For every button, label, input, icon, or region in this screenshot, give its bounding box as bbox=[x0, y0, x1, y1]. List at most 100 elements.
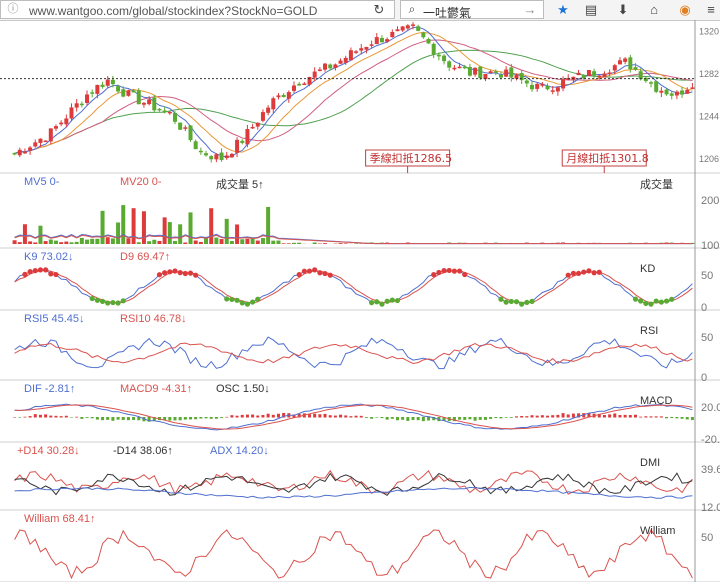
candle-body bbox=[576, 72, 581, 76]
volume-bar bbox=[193, 240, 198, 244]
osc-bar bbox=[416, 417, 420, 421]
search-text[interactable]: 一吐鬱氣 bbox=[423, 6, 472, 20]
candle-body bbox=[245, 129, 250, 145]
osc-bar bbox=[344, 415, 348, 418]
search-go-icon[interactable]: → bbox=[523, 2, 537, 17]
candle-body bbox=[152, 97, 157, 111]
candle-body bbox=[457, 66, 462, 69]
osc-bar bbox=[23, 416, 27, 418]
volume-bar bbox=[100, 210, 105, 244]
candle-body bbox=[535, 83, 540, 89]
osc-bar bbox=[333, 415, 337, 418]
macd-tick-1: -20.00 bbox=[701, 434, 720, 446]
kd-oversold-dot bbox=[508, 298, 514, 305]
osc-bar bbox=[401, 417, 405, 420]
volume-bar bbox=[74, 241, 79, 244]
macd-legend-0: DIF -2.81↑ bbox=[24, 383, 76, 395]
osc-bar bbox=[147, 417, 151, 422]
kd-oversold-dot bbox=[374, 299, 380, 305]
william-legend-0: William 68.41↑ bbox=[24, 513, 96, 525]
download-icon[interactable]: ⬇ bbox=[617, 2, 629, 17]
candle-body bbox=[354, 51, 359, 53]
candle-body bbox=[116, 86, 121, 92]
reload-icon[interactable]: ↻ bbox=[373, 2, 385, 17]
volume-bar bbox=[250, 237, 255, 244]
osc-bar bbox=[126, 417, 130, 421]
price-tick-label: 1244 bbox=[699, 111, 719, 121]
kd-oversold-dot bbox=[250, 299, 256, 305]
osc-bar bbox=[204, 417, 208, 419]
candle-body bbox=[514, 74, 519, 79]
osc-bar bbox=[38, 414, 42, 418]
stock-chart[interactable]: 1320 1282 1244 1206 季線扣抵1286.5 月線扣抵1301.8 bbox=[0, 20, 720, 582]
osc-bar bbox=[478, 417, 482, 420]
rsi-tick-0: 50 bbox=[701, 332, 714, 344]
kd-overbought-dot bbox=[322, 270, 328, 277]
candle-body bbox=[348, 50, 353, 61]
kd-overbought-dot bbox=[462, 271, 468, 278]
kd-overbought-dot bbox=[167, 269, 173, 275]
osc-bar bbox=[587, 413, 591, 418]
osc-bar bbox=[442, 417, 446, 421]
candle-body bbox=[664, 89, 669, 95]
candle-body bbox=[28, 147, 33, 151]
volume-bar bbox=[281, 243, 286, 244]
candle-body bbox=[374, 37, 379, 45]
candle-body bbox=[343, 57, 348, 63]
osc-bar bbox=[540, 415, 544, 418]
kd-oversold-dot bbox=[99, 298, 106, 304]
candle-body bbox=[204, 153, 209, 156]
osc-bar bbox=[406, 417, 410, 421]
candle-body bbox=[674, 91, 679, 96]
kd-overbought-dot bbox=[182, 270, 188, 277]
candle-body bbox=[100, 84, 105, 87]
candle-body bbox=[85, 94, 90, 103]
kd-overbought-dot bbox=[43, 267, 49, 273]
page-info-icon[interactable]: ⓘ bbox=[7, 3, 19, 15]
macd9-line bbox=[14, 404, 693, 430]
menu-icon[interactable]: ≡ bbox=[707, 2, 715, 17]
candle-body bbox=[198, 150, 203, 153]
candle-body bbox=[291, 85, 296, 91]
kd-legend-1: D9 69.47↑ bbox=[120, 251, 171, 263]
volume-bar bbox=[69, 242, 74, 244]
osc-bar bbox=[245, 414, 249, 418]
rsi-tick-1: 0 bbox=[701, 372, 708, 384]
volume-bar bbox=[188, 212, 193, 244]
kd-overbought-dot bbox=[37, 267, 44, 273]
osc-bar bbox=[654, 416, 658, 418]
extension-icon[interactable]: ◉ bbox=[679, 2, 691, 17]
candle-body bbox=[416, 26, 421, 31]
volume-bar bbox=[48, 239, 53, 244]
candle-body bbox=[504, 69, 509, 77]
candle-body bbox=[260, 112, 265, 121]
reading-list-icon[interactable]: ▤ bbox=[584, 2, 598, 17]
volume-bar bbox=[183, 242, 188, 244]
kd-oversold-dot bbox=[379, 301, 385, 307]
volume-bar bbox=[90, 238, 95, 244]
osc-bar bbox=[256, 415, 260, 418]
osc-bar bbox=[473, 417, 477, 421]
address-bar[interactable]: ⓘ www.wantgoo.com/global/stockindex?Stoc… bbox=[0, 0, 395, 19]
volume-bar bbox=[271, 240, 276, 244]
osc-bar bbox=[364, 417, 368, 418]
kd-overbought-dot bbox=[327, 272, 333, 278]
bookmark-star-icon[interactable]: ★ bbox=[557, 2, 569, 17]
candle-body bbox=[364, 46, 369, 50]
candle-body bbox=[307, 76, 312, 85]
candle-body bbox=[395, 29, 400, 32]
candle-body bbox=[162, 110, 167, 112]
home-icon[interactable]: ⌂ bbox=[650, 2, 658, 17]
osc-bar bbox=[504, 417, 508, 418]
candle-body bbox=[462, 66, 467, 69]
volume-bar bbox=[157, 240, 162, 244]
kd-overbought-dot bbox=[32, 268, 38, 274]
volume-bar bbox=[286, 243, 291, 244]
marker-label: 季線扣抵1286.5 bbox=[370, 151, 453, 165]
osc-bar bbox=[685, 417, 689, 420]
candle-body bbox=[281, 94, 286, 98]
url-text[interactable]: www.wantgoo.com/global/stockindex?StockN… bbox=[29, 4, 318, 18]
search-box[interactable]: ⌕ 一吐鬱氣 → bbox=[400, 0, 544, 20]
kd-oversold-dot bbox=[638, 298, 644, 304]
osc-bar bbox=[214, 417, 218, 419]
